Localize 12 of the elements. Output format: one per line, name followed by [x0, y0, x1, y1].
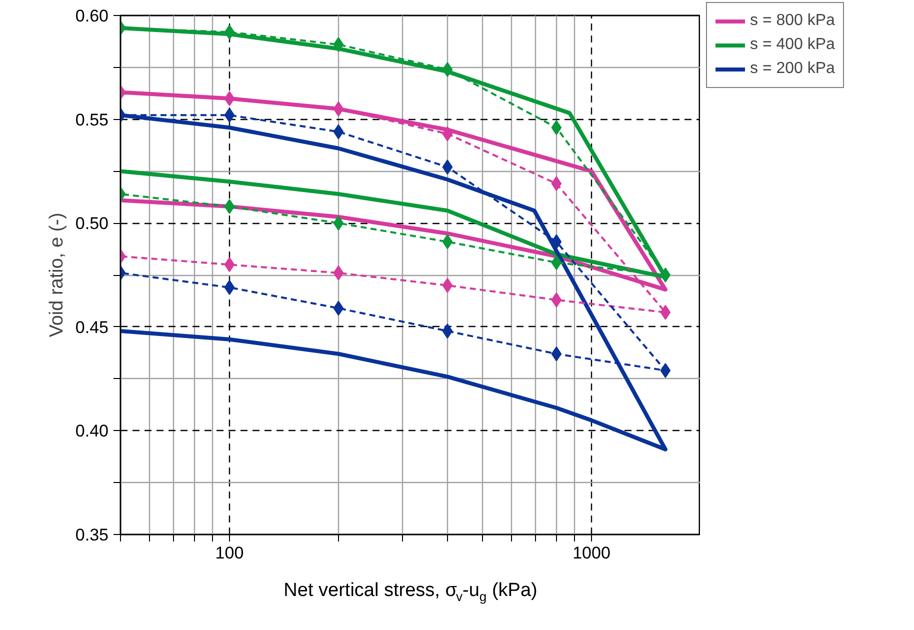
legend-label: s = 200 kPa	[750, 60, 835, 78]
y-tick-label: 0.35	[75, 526, 109, 544]
y-tick-label: 0.55	[75, 110, 109, 130]
y-tick-label: 0.40	[75, 422, 109, 441]
legend-label: s = 800 kPa	[750, 12, 835, 30]
y-axis-title: Void ratio, e (-)	[46, 212, 68, 338]
y-tick-label: 0.50	[75, 214, 109, 234]
x-tick-label: 100	[215, 544, 244, 562]
x-tick-label: 1000	[572, 544, 610, 562]
legend-label: s = 400 kPa	[750, 36, 835, 54]
y-tick-label: 0.45	[75, 318, 109, 337]
y-tick-label: 0.60	[75, 6, 109, 26]
